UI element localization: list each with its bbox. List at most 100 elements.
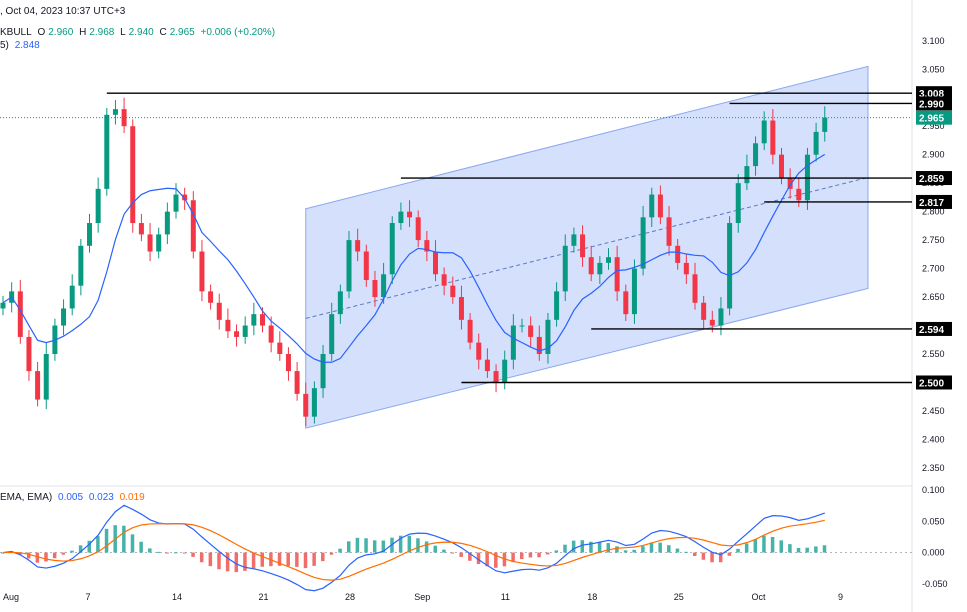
candle-body bbox=[606, 257, 611, 263]
candle-body bbox=[796, 188, 802, 201]
candle-body bbox=[709, 319, 715, 326]
candle-body bbox=[389, 223, 395, 275]
candle-body bbox=[138, 223, 144, 235]
macd-line bbox=[2, 504, 825, 592]
open-value: 2.960 bbox=[48, 27, 74, 38]
level-price-tag bbox=[916, 171, 952, 186]
channel-midline bbox=[305, 176, 869, 319]
macd-histogram-bar bbox=[61, 552, 66, 555]
macd-histogram-bar bbox=[597, 542, 602, 553]
macd-histogram-bar bbox=[796, 547, 801, 553]
candle-body bbox=[562, 245, 568, 292]
macd-histogram-bar bbox=[35, 552, 40, 563]
macd-histogram-bar bbox=[494, 552, 498, 568]
y-tick-label: 2.650 bbox=[922, 292, 945, 302]
symbol-name: KBULL bbox=[0, 27, 32, 38]
macd-histogram-bar bbox=[649, 542, 654, 553]
close-value: 2.965 bbox=[169, 27, 195, 38]
macd-histogram-bar bbox=[710, 552, 714, 563]
level-price-label: 2.594 bbox=[919, 325, 944, 336]
macd-y-tick-label: 0.000 bbox=[922, 548, 945, 558]
candle-body bbox=[372, 279, 378, 298]
macd-histogram-bar bbox=[554, 550, 559, 553]
macd-histogram-bar bbox=[814, 546, 818, 553]
macd-histogram-bar bbox=[87, 540, 91, 553]
candle-body bbox=[822, 117, 828, 132]
macd-histogram-bar bbox=[372, 540, 377, 553]
macd-histogram-bar bbox=[822, 545, 827, 553]
macd-histogram-bar bbox=[347, 541, 351, 553]
x-tick-label: 28 bbox=[345, 592, 355, 602]
macd-histogram-bar bbox=[52, 552, 57, 559]
macd-histogram-bar bbox=[658, 542, 662, 553]
candle-body bbox=[182, 194, 188, 201]
macd-label: EMA, EMA) bbox=[0, 492, 53, 503]
candle-body bbox=[433, 251, 438, 275]
candle-body bbox=[484, 359, 490, 372]
candle-body bbox=[251, 314, 257, 326]
candle-body bbox=[329, 314, 335, 355]
level-price-label: 2.990 bbox=[919, 99, 944, 110]
level-price-label: 2.500 bbox=[919, 378, 944, 389]
macd-histogram-bar bbox=[606, 543, 610, 553]
candle-body bbox=[493, 371, 499, 383]
x-tick-label: 25 bbox=[674, 592, 684, 602]
y-tick-label: 2.900 bbox=[922, 150, 945, 160]
macd-histogram-bar bbox=[182, 552, 187, 554]
macd-histogram-bar bbox=[632, 549, 636, 553]
macd-histogram-bar bbox=[338, 548, 342, 553]
x-tick-label: 14 bbox=[172, 592, 182, 602]
candle-body bbox=[199, 251, 205, 292]
candle-body bbox=[424, 240, 430, 252]
macd-histogram-bar bbox=[217, 552, 221, 570]
candle-body bbox=[502, 359, 508, 383]
macd-hist-value: 0.005 bbox=[58, 492, 84, 503]
candle-body bbox=[727, 223, 733, 309]
y-tick-label: 3.050 bbox=[922, 64, 945, 74]
candles bbox=[0, 97, 828, 427]
candle-body bbox=[519, 325, 525, 327]
candle-body bbox=[623, 291, 629, 315]
x-tick-label: 21 bbox=[259, 592, 269, 602]
macd-histogram-bar bbox=[615, 546, 619, 553]
x-tick-label: Sep bbox=[414, 592, 430, 602]
macd-histogram-bar bbox=[805, 547, 809, 553]
macd-legend: EMA, EMA) 0.005 0.023 0.019 bbox=[0, 492, 148, 503]
candle-body bbox=[43, 354, 49, 400]
candle-body bbox=[260, 314, 265, 326]
y-tick-label: 2.400 bbox=[922, 434, 945, 444]
macd-histogram-bar bbox=[191, 552, 195, 557]
macd-histogram-bar bbox=[571, 540, 576, 553]
y-tick-label: 3.100 bbox=[922, 36, 945, 46]
macd-histogram-bar bbox=[623, 550, 628, 553]
macd-histogram-bar bbox=[511, 552, 515, 563]
macd-histogram-bar bbox=[693, 552, 697, 557]
candle-body bbox=[381, 274, 387, 298]
x-tick-label: Oct bbox=[752, 592, 767, 602]
candle-body bbox=[545, 319, 551, 355]
macd-histogram-bar bbox=[1, 552, 5, 554]
low-value: 2.940 bbox=[128, 27, 154, 38]
candle-body bbox=[156, 234, 162, 252]
macd-histogram-bar bbox=[416, 538, 420, 553]
candle-body bbox=[735, 183, 741, 224]
candle-body bbox=[588, 257, 594, 275]
candle-body bbox=[467, 319, 473, 343]
macd-histogram-bar bbox=[762, 535, 766, 553]
y-tick-label: 2.800 bbox=[922, 207, 945, 217]
macd-histogram-bar bbox=[96, 536, 100, 553]
macd-histogram-bar bbox=[26, 552, 31, 559]
macd-histogram-bar bbox=[174, 552, 178, 554]
macd-histogram-bar bbox=[165, 552, 169, 554]
level-price-tag bbox=[916, 194, 952, 209]
candle-body bbox=[779, 154, 784, 178]
macd-signal-value: 0.019 bbox=[119, 492, 145, 503]
macd-histogram-bar bbox=[321, 552, 325, 562]
macd-histogram-bar bbox=[78, 545, 83, 553]
y-tick-label: 2.450 bbox=[922, 406, 945, 416]
level-price-label: 2.817 bbox=[919, 198, 944, 209]
candle-body bbox=[61, 308, 67, 326]
candle-body bbox=[770, 120, 776, 155]
macd-histogram-bar bbox=[485, 552, 489, 567]
